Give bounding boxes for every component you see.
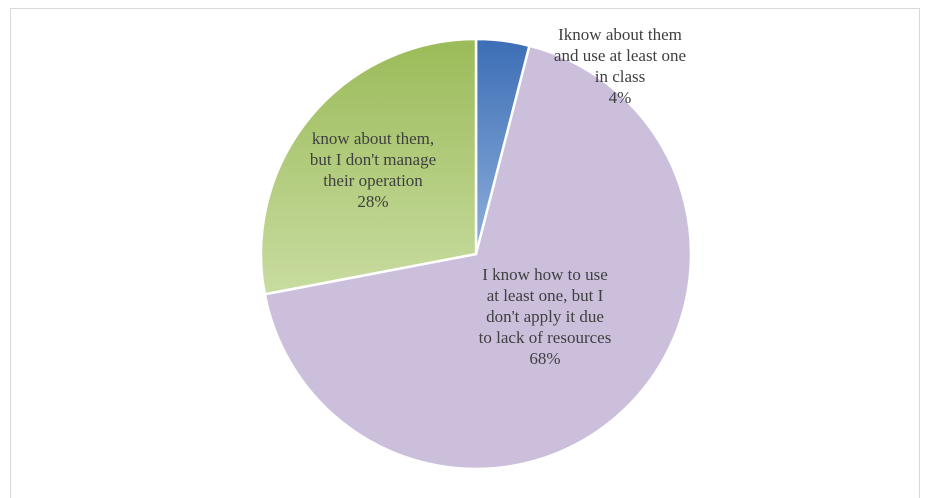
chart-area [10,8,920,498]
pie-slices [259,37,693,471]
slice-label-line: to lack of resources [479,328,612,347]
slice-label-1: Iknow about them and use at least one in c… [554,25,686,107]
slice-label-line: but I don't manage [310,150,436,169]
slice-label-line: know about them, [312,129,434,148]
slice-label-3: know about them, but I don't manage their … [310,129,436,211]
slice-labels: Iknow about them and use at least one in c… [310,25,686,368]
slice-label-line: Iknow about them [558,25,682,44]
slice-label-2: I know how to use at least one, but I don'… [479,265,612,368]
slice-label-line: and use at least one [554,46,686,65]
pie-slice-2 [263,44,693,471]
slice-percent: 4% [609,88,632,107]
pie-slice-3 [259,37,478,296]
slice-label-line: I know how to use [482,265,608,284]
slice-label-line: don't apply it due [486,307,604,326]
slice-percent: 68% [529,349,560,368]
slice-percent: 28% [357,192,388,211]
slice-label-line: in class [595,67,646,86]
slice-label-line: their operation [323,171,423,190]
slice-label-line: at least one, but I [487,286,604,305]
